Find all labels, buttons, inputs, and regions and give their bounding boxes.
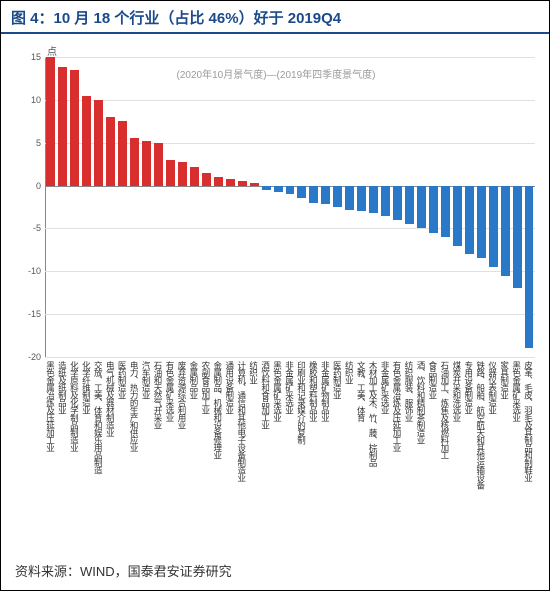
bar <box>166 160 175 186</box>
y-tick-label: -15 <box>23 309 41 319</box>
y-tick-label: 10 <box>23 95 41 105</box>
x-category-label: 橡胶和塑料制品业 <box>309 361 318 421</box>
y-tick-label: -20 <box>23 352 41 362</box>
bar <box>513 186 522 289</box>
x-category-label: 有色金属矿采选业 <box>165 361 174 421</box>
x-category-label: 汽车制造业 <box>142 361 151 399</box>
bar <box>106 117 115 186</box>
x-category-label: 石油和天然气开采业 <box>154 361 163 429</box>
bar <box>202 173 211 186</box>
x-category-label: 电力、热力的生产和供应业 <box>130 361 139 451</box>
bar <box>46 57 55 186</box>
x-category-label: 酒、饮料和精制茶制造业 <box>416 361 425 444</box>
y-tick-label: 0 <box>23 181 41 191</box>
bar <box>118 121 127 185</box>
bar <box>489 186 498 267</box>
source-text: 资料来源：WIND，国泰君安证券研究 <box>15 561 232 580</box>
bar <box>369 186 378 213</box>
bar <box>214 177 223 186</box>
bar <box>465 186 474 255</box>
bar <box>309 186 318 203</box>
y-tick-label: 15 <box>23 52 41 62</box>
x-category-label: 纺织服装、服饰业 <box>405 361 414 421</box>
x-category-label: 医药制造业 <box>118 361 127 399</box>
x-category-label: 交放、工美、体育和娱乐用品制造 <box>94 361 103 474</box>
bar <box>274 186 283 193</box>
bar <box>250 183 259 186</box>
x-category-label: 黑色金属冶炼及压延加工业 <box>46 361 55 451</box>
x-category-label: 石油加工、炼焦及核燃料加工 <box>440 361 449 459</box>
x-category-label: 印刷业和记录媒介的复制 <box>297 361 306 444</box>
bar <box>417 186 426 229</box>
x-category-label: 化学纤维制造业 <box>82 361 91 414</box>
y-tick-label: 5 <box>23 138 41 148</box>
x-category-label: 计算机、通信和其他电子设备制造业 <box>237 361 246 481</box>
bar <box>441 186 450 237</box>
bar <box>429 186 438 233</box>
bar <box>501 186 510 276</box>
x-category-label: 仪器仪表制造业 <box>488 361 497 414</box>
bar <box>226 179 235 186</box>
x-category-label: 家具制造业 <box>500 361 509 399</box>
bar <box>58 67 67 185</box>
y-axis-unit: 点 <box>47 43 57 58</box>
x-category-label: 医药制造业 <box>333 361 342 399</box>
chart-figure: 图 4：10 月 18 个行业（占比 46%）好于 2019Q4 点 (2020… <box>0 0 550 591</box>
bar <box>154 143 163 186</box>
x-category-label: 非金属矿物制品业 <box>321 361 330 421</box>
x-category-label: 造纸及纸制品业 <box>58 361 67 414</box>
bar <box>381 186 390 216</box>
x-category-label: 化学原料及化学制品制造业 <box>70 361 79 451</box>
bar <box>357 186 366 212</box>
bar <box>262 186 271 190</box>
x-category-label: 专用设备制造业 <box>464 361 473 414</box>
x-category-label: 黑色金属矿采选业 <box>273 361 282 421</box>
x-category-label: 废弃资源综合利用业 <box>177 361 186 429</box>
bar <box>82 96 91 186</box>
bar <box>238 181 247 185</box>
bar <box>94 100 103 186</box>
x-category-label: 黑色金属矿采选业 <box>512 361 521 421</box>
x-category-label: 金属制品业 <box>189 361 198 399</box>
bars-group <box>45 57 535 357</box>
x-category-label: 皮革、毛皮、羽毛及其制品和制鞋业 <box>524 361 533 481</box>
x-category-label: 有色金属冶炼及压延加工业 <box>393 361 402 451</box>
x-category-label: 煤炭开采和洗选业 <box>452 361 461 421</box>
bar <box>477 186 486 259</box>
x-category-label: 非金属矿采选业 <box>381 361 390 414</box>
bar <box>178 162 187 186</box>
x-category-label: 通用设备制造业 <box>225 361 234 414</box>
bar <box>321 186 330 205</box>
bar <box>130 138 139 185</box>
bar <box>70 70 79 186</box>
bar <box>393 186 402 220</box>
x-category-label: 非金属矿采选业 <box>285 361 294 414</box>
chart-title: 图 4：10 月 18 个行业（占比 46%）好于 2019Q4 <box>11 10 341 27</box>
bar <box>333 186 342 207</box>
x-category-label: 文教、工美、体育 <box>357 361 366 421</box>
bar <box>525 186 534 349</box>
x-category-label: 木材加工及木、竹、藤、棕制品 <box>369 361 378 466</box>
title-bar: 图 4：10 月 18 个行业（占比 46%）好于 2019Q4 <box>1 1 549 34</box>
x-category-label: 纺织业 <box>345 361 354 384</box>
bar <box>453 186 462 246</box>
y-tick-label: -5 <box>23 223 41 233</box>
bar <box>190 167 199 186</box>
bar <box>142 141 151 186</box>
gridline <box>45 357 535 358</box>
bar <box>405 186 414 225</box>
x-category-label: 金属制品、机械和设备修理业 <box>213 361 222 459</box>
bar <box>286 186 295 195</box>
bar <box>345 186 354 210</box>
x-category-label: 电气机械及器材制造业 <box>106 361 115 436</box>
y-tick-label: -10 <box>23 266 41 276</box>
bar <box>297 186 306 199</box>
x-category-label: 铁路、船舶、航空航天和其他运输设备 <box>476 361 485 489</box>
x-category-label: 农副食品加工业 <box>201 361 210 414</box>
x-category-label: 酒饮料和食品加工业 <box>261 361 270 429</box>
x-category-label: 纺织业 <box>249 361 258 384</box>
x-category-label: 食品制造业 <box>428 361 437 399</box>
